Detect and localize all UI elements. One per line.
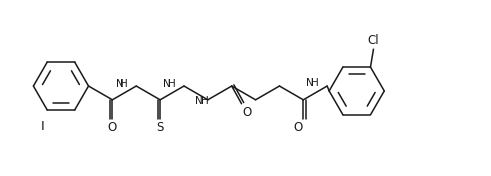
Text: O: O: [108, 121, 117, 134]
Text: Cl: Cl: [368, 34, 379, 47]
Text: N: N: [306, 78, 314, 88]
Text: O: O: [293, 121, 302, 134]
Text: H: H: [311, 78, 319, 88]
Text: N: N: [195, 96, 203, 106]
Text: H: H: [120, 79, 128, 89]
Text: H: H: [201, 96, 209, 106]
Text: I: I: [40, 120, 44, 133]
Text: O: O: [243, 106, 252, 119]
Text: H: H: [168, 79, 176, 89]
Text: N: N: [163, 79, 171, 89]
Text: N: N: [115, 79, 123, 89]
Text: S: S: [157, 121, 164, 134]
